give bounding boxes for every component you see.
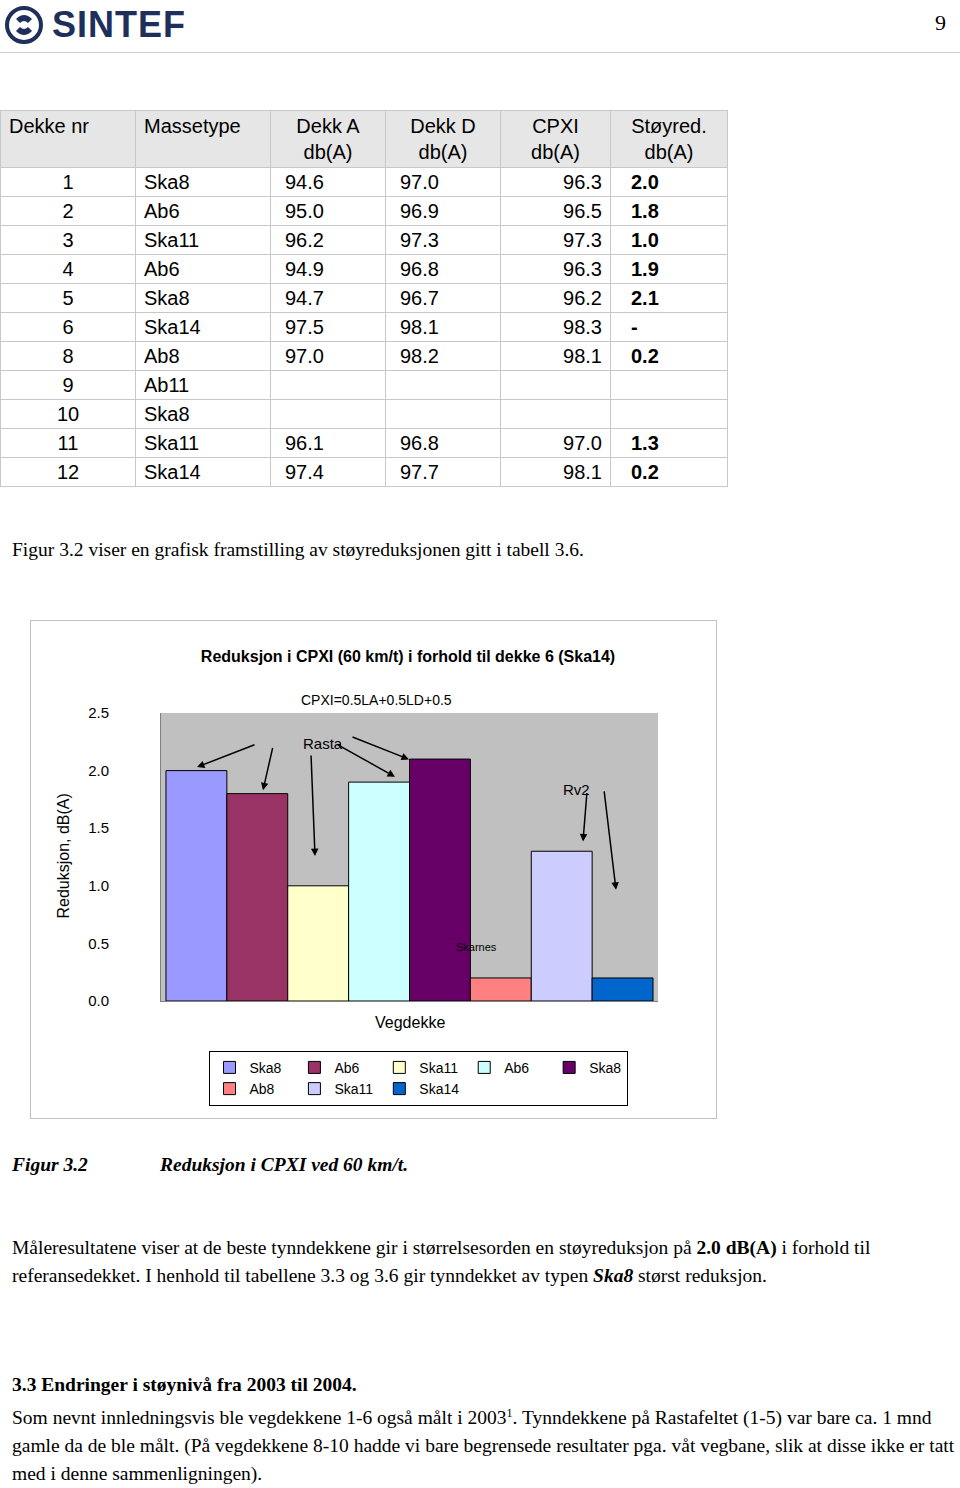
html-text:Reduksjon i CPXI ved 60 km/t.: Reduksjon i CPXI ved 60 km/t. xyxy=(160,1154,409,1175)
html-text:2: 2 xyxy=(62,199,74,222)
html-text:12: 12 xyxy=(56,460,80,483)
html-text:1.0: 1.0 xyxy=(631,228,659,251)
html-text:0.2: 0.2 xyxy=(631,460,659,483)
html-text:96.9: 96.9 xyxy=(400,199,439,222)
html-text:97.0: 97.0 xyxy=(285,344,324,367)
svg-text:Ska8: Ska8 xyxy=(250,1060,282,1076)
html-text:Ab6: Ab6 xyxy=(144,199,180,222)
svg-text:Reduksjon, dB(A): Reduksjon, dB(A) xyxy=(55,793,72,918)
html-text:Ab8: Ab8 xyxy=(144,344,180,367)
html-text:98.2: 98.2 xyxy=(400,344,439,367)
html-text:0.2: 0.2 xyxy=(631,344,659,367)
html-text:10: 10 xyxy=(56,402,80,425)
html-text:96.3: 96.3 xyxy=(563,257,602,280)
html-text:Ska8: Ska8 xyxy=(144,402,190,425)
html-text:96.5: 96.5 xyxy=(563,199,602,222)
html-text:9: 9 xyxy=(935,10,946,35)
svg-text:Ska11: Ska11 xyxy=(419,1060,458,1076)
html-text:97.0: 97.0 xyxy=(563,431,602,454)
html-text:db(A): db(A) xyxy=(644,141,694,163)
html-text:Ab6: Ab6 xyxy=(144,257,180,280)
html-text:db(A): db(A) xyxy=(531,141,580,163)
html-text:98.1: 98.1 xyxy=(563,344,602,367)
html-text:96.2: 96.2 xyxy=(285,228,324,251)
svg-text:Ab6: Ab6 xyxy=(334,1060,359,1076)
html-text:2.0: 2.0 xyxy=(631,170,659,193)
html-text:96.7: 96.7 xyxy=(400,286,439,309)
svg-text:2.5: 2.5 xyxy=(88,704,109,721)
svg-text:1.5: 1.5 xyxy=(88,819,109,836)
svg-text:Ska11: Ska11 xyxy=(334,1081,373,1097)
html-text:Måleresultatene viser at de be: Måleresultatene viser at de beste tynnde… xyxy=(12,1237,871,1286)
svg-text:2.0: 2.0 xyxy=(88,762,109,779)
html-text:Ska11: Ska11 xyxy=(144,431,200,454)
html-text:SINTEF: SINTEF xyxy=(52,4,186,45)
svg-text:Ab6: Ab6 xyxy=(504,1060,529,1076)
html-text:Dekk D: Dekk D xyxy=(410,115,476,137)
html-text:1.9: 1.9 xyxy=(631,257,659,280)
svg-text:Rasta: Rasta xyxy=(303,735,343,752)
html-text:11: 11 xyxy=(57,431,79,454)
html-text:96.1: 96.1 xyxy=(285,431,324,454)
svg-text:0.5: 0.5 xyxy=(88,935,109,952)
html-text:96.8: 96.8 xyxy=(400,257,439,280)
svg-text:Ab8: Ab8 xyxy=(250,1081,275,1097)
html-text:9: 9 xyxy=(62,373,74,396)
html-text:94.6: 94.6 xyxy=(285,170,324,193)
html-text:94.9: 94.9 xyxy=(285,257,324,280)
html-text:5: 5 xyxy=(62,286,74,309)
html-text:db(A): db(A) xyxy=(303,141,353,163)
html-text:Figur 3.2 viser en grafisk fra: Figur 3.2 viser en grafisk framstilling … xyxy=(12,539,584,560)
svg-text:Reduksjon i CPXI (60 km/t) i f: Reduksjon i CPXI (60 km/t) i forhold til… xyxy=(201,648,615,665)
html-text:95.0: 95.0 xyxy=(285,199,324,222)
html-text:1.8: 1.8 xyxy=(631,199,659,222)
html-text:Ska14: Ska14 xyxy=(144,460,201,483)
svg-text:CPXI=0.5LA+0.5LD+0.5: CPXI=0.5LA+0.5LD+0.5 xyxy=(301,692,452,708)
html-text:98.1: 98.1 xyxy=(563,460,602,483)
svg-text:Vegdekke: Vegdekke xyxy=(375,1014,445,1031)
html-text:1: 1 xyxy=(62,170,74,193)
html-text:97.7: 97.7 xyxy=(400,460,439,483)
svg-text:Ska14: Ska14 xyxy=(419,1081,459,1097)
html-text:96.3: 96.3 xyxy=(563,170,602,193)
html-text:3: 3 xyxy=(62,228,74,251)
html-text:Støyred.: Støyred. xyxy=(631,115,707,137)
html-text:96.2: 96.2 xyxy=(563,286,602,309)
html-text:Dekk A: Dekk A xyxy=(296,115,360,137)
html-text:1. Tynndekkene på Rastafeltet: 1. Tynndekkene på Rastafeltet (1-5) var … xyxy=(12,1405,955,1484)
html-text:Figur 3.2: Figur 3.2 xyxy=(12,1154,88,1175)
html-text:2.1: 2.1 xyxy=(631,286,659,309)
html-text:1.3: 1.3 xyxy=(631,431,659,454)
html-text:94.7: 94.7 xyxy=(285,286,324,309)
svg-text:Ska8: Ska8 xyxy=(589,1060,621,1076)
html-text:4: 4 xyxy=(62,257,74,280)
html-text:Ska14: Ska14 xyxy=(144,315,201,338)
svg-text:0.0: 0.0 xyxy=(88,992,109,1009)
html-text:Ab11: Ab11 xyxy=(144,373,190,396)
html-text:Ska8: Ska8 xyxy=(144,286,190,309)
html-text:3.3 Endringer i støynivå fra 2: 3.3 Endringer i støynivå fra 2003 til 20… xyxy=(12,1374,357,1395)
html-text:Som nevnt innledningsvis ble v: Som nevnt innledningsvis ble vegdekkene … xyxy=(12,1407,507,1428)
svg-text:1.0: 1.0 xyxy=(88,877,109,894)
html-text:Dekke nr: Dekke nr xyxy=(9,115,89,137)
html-text:96.8: 96.8 xyxy=(400,431,439,454)
html-text:97.3: 97.3 xyxy=(400,228,439,251)
html-text:97.0: 97.0 xyxy=(400,170,439,193)
svg-text:Rv2: Rv2 xyxy=(563,781,590,798)
html-text:CPXI: CPXI xyxy=(532,115,579,137)
svg-text:Skarnes: Skarnes xyxy=(456,941,497,953)
html-text:db(A): db(A) xyxy=(418,141,468,163)
html-text:97.4: 97.4 xyxy=(285,460,324,483)
html-text:97.3: 97.3 xyxy=(563,228,602,251)
html-text:Ska8: Ska8 xyxy=(144,170,190,193)
html-text:Massetype: Massetype xyxy=(144,115,241,137)
html-text:98.3: 98.3 xyxy=(563,315,602,338)
html-text:97.5: 97.5 xyxy=(285,315,324,338)
html-text:6: 6 xyxy=(62,315,74,338)
html-text:Ska11: Ska11 xyxy=(144,228,200,251)
html-text:98.1: 98.1 xyxy=(400,315,439,338)
html-text:8: 8 xyxy=(62,344,74,367)
